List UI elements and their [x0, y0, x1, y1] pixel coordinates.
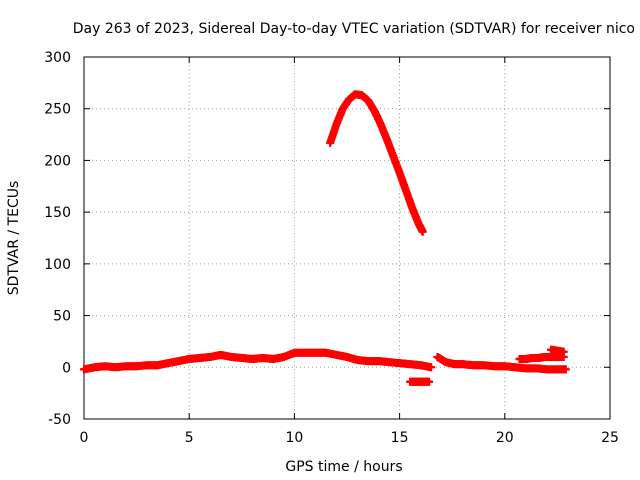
- plot-frame: [83, 56, 611, 420]
- series-arc-low: [406, 377, 434, 386]
- data-point: [561, 365, 570, 374]
- x-tick-label: 25: [601, 430, 619, 446]
- chart-title: Day 263 of 2023, Sidereal Day-to-day VTE…: [73, 21, 635, 37]
- y-tick-label: 250: [44, 102, 71, 118]
- data-point: [559, 347, 568, 356]
- series-arc-peak: [326, 90, 427, 236]
- data-points: [80, 90, 570, 386]
- data-point: [427, 363, 436, 372]
- ticks: 0 5 10 15 20 25 -50 0 50 100 150 200 250 300: [44, 50, 619, 446]
- grid: [84, 57, 610, 419]
- data-point: [425, 377, 434, 386]
- y-axis-label: SDTVAR / TECUs: [6, 181, 22, 296]
- x-tick-label: 15: [391, 430, 409, 446]
- y-tick-label: 100: [44, 257, 71, 273]
- x-tick-label: 0: [80, 430, 89, 446]
- series-arc-end: [515, 345, 568, 364]
- y-tick-label: 0: [62, 360, 71, 376]
- y-tick-label: 50: [53, 309, 71, 325]
- x-axis-label: GPS time / hours: [285, 459, 402, 475]
- y-tick-label: -50: [48, 412, 71, 428]
- data-point: [418, 227, 427, 236]
- x-tick-label: 10: [285, 430, 303, 446]
- y-tick-label: 150: [44, 205, 71, 221]
- series-arc-main: [80, 348, 436, 374]
- y-tick-label: 200: [44, 153, 71, 169]
- y-tick-label: 300: [44, 50, 71, 66]
- x-tick-label: 20: [496, 430, 514, 446]
- x-tick-label: 5: [185, 430, 194, 446]
- series-arc-late: [433, 352, 570, 374]
